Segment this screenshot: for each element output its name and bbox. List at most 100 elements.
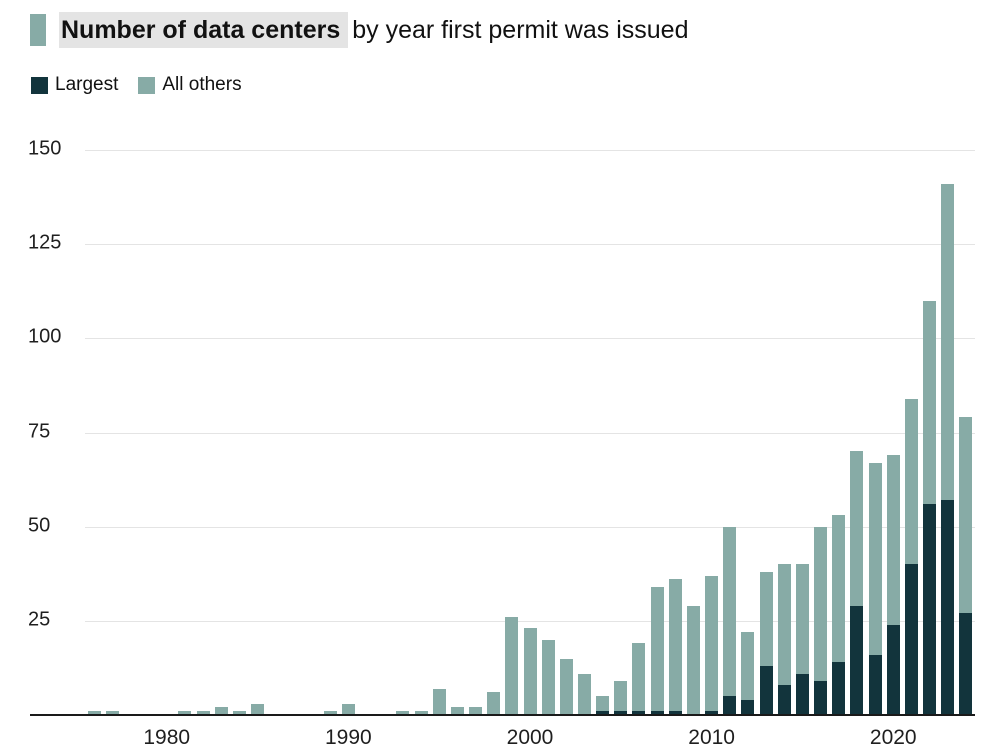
bar-2021 xyxy=(904,398,918,715)
bar-2010-largest-segment xyxy=(705,711,719,715)
bar-2019-all-others-segment xyxy=(868,462,882,655)
bar-1990-all-others-segment xyxy=(341,703,355,715)
y-tick-label-100: 100 xyxy=(28,325,62,348)
bar-1995-all-others-segment xyxy=(432,688,446,715)
bar-2005-all-others-segment xyxy=(614,681,628,712)
bar-2012-all-others-segment xyxy=(741,632,755,700)
bar-1981 xyxy=(178,711,192,715)
bar-2006-all-others-segment xyxy=(632,643,646,712)
legend-item-all-others: All others xyxy=(138,74,242,96)
bar-2024 xyxy=(959,417,973,715)
bar-2024-largest-segment xyxy=(959,613,973,715)
bar-1977 xyxy=(105,711,119,715)
bar-2013 xyxy=(759,571,773,715)
legend: Largest All others xyxy=(31,74,242,96)
bar-2016-largest-segment xyxy=(814,681,828,715)
title-swatch-icon xyxy=(30,14,46,46)
bar-2004-largest-segment xyxy=(596,711,610,715)
bar-2014-all-others-segment xyxy=(777,564,791,685)
y-tick-label-50: 50 xyxy=(28,514,51,537)
bar-1989 xyxy=(323,711,337,715)
bar-1999 xyxy=(505,617,519,715)
bar-2016-all-others-segment xyxy=(814,526,828,682)
x-tick-label-2010: 2010 xyxy=(688,726,735,749)
x-tick-label-1980: 1980 xyxy=(143,726,191,749)
bar-2017-all-others-segment xyxy=(832,515,846,663)
bar-1976-all-others-segment xyxy=(87,711,101,715)
gridline-125 xyxy=(85,244,975,246)
bar-2018-all-others-segment xyxy=(850,451,864,606)
bar-1995 xyxy=(432,688,446,715)
bar-2007-all-others-segment xyxy=(650,586,664,712)
x-tick-label-1990: 1990 xyxy=(325,726,372,749)
bar-1989-all-others-segment xyxy=(323,711,337,715)
bar-2000-all-others-segment xyxy=(523,628,537,715)
legend-label-all-others: All others xyxy=(162,74,242,95)
bar-2001-all-others-segment xyxy=(541,639,555,715)
bar-2012-largest-segment xyxy=(741,699,755,715)
x-axis-line xyxy=(30,714,975,716)
chart-header: Number of data centers by year first perm… xyxy=(30,11,689,48)
bar-2024-all-others-segment xyxy=(959,417,973,614)
bar-1990 xyxy=(341,703,355,715)
bar-2006-largest-segment xyxy=(632,711,646,715)
y-tick-label-75: 75 xyxy=(28,419,51,442)
bar-2019 xyxy=(868,462,882,715)
legend-swatch-largest-icon xyxy=(31,76,48,94)
plot-area xyxy=(85,150,975,715)
bar-1981-all-others-segment xyxy=(178,711,192,715)
bar-1993 xyxy=(396,711,410,715)
bar-2011 xyxy=(723,526,737,715)
bar-2014 xyxy=(777,564,791,715)
bar-2022-largest-segment xyxy=(923,504,937,715)
y-tick-label-125: 125 xyxy=(28,231,62,254)
bar-1983-all-others-segment xyxy=(214,707,228,715)
bar-1983 xyxy=(214,707,228,715)
bar-2003-all-others-segment xyxy=(577,673,591,715)
bar-2021-largest-segment xyxy=(904,564,918,715)
bar-2023 xyxy=(941,183,955,715)
bar-2014-largest-segment xyxy=(777,684,791,715)
bar-2011-largest-segment xyxy=(723,696,737,715)
bar-1994-all-others-segment xyxy=(414,711,428,715)
bar-1985 xyxy=(251,703,265,715)
bar-2013-largest-segment xyxy=(759,666,773,715)
bar-2007 xyxy=(650,586,664,715)
gridline-25 xyxy=(85,620,975,622)
bar-1996 xyxy=(450,707,464,715)
gridline-100 xyxy=(85,338,975,340)
bar-2015 xyxy=(795,564,809,715)
bar-2019-largest-segment xyxy=(868,654,882,715)
x-tick-label-2020: 2020 xyxy=(869,726,917,749)
bar-2011-all-others-segment xyxy=(723,526,737,697)
gridline-50 xyxy=(85,526,975,528)
bar-2020-all-others-segment xyxy=(886,455,900,625)
bar-2017-largest-segment xyxy=(832,662,846,715)
bar-2020 xyxy=(886,455,900,715)
bar-2002-all-others-segment xyxy=(559,658,573,715)
bar-1997-all-others-segment xyxy=(469,707,482,715)
y-tick-label-150: 150 xyxy=(28,137,62,160)
bar-1984-all-others-segment xyxy=(232,711,246,715)
gridline-150 xyxy=(85,150,975,151)
bar-2008 xyxy=(668,579,682,715)
legend-item-largest: Largest xyxy=(31,74,118,96)
bar-2021-all-others-segment xyxy=(904,398,918,565)
bar-2006 xyxy=(632,643,646,715)
bar-1994 xyxy=(414,711,428,715)
bar-2004-all-others-segment xyxy=(596,696,610,712)
bar-2015-all-others-segment xyxy=(795,564,809,674)
page-title-rest: by year first permit was issued xyxy=(352,15,689,44)
bar-2007-largest-segment xyxy=(650,711,664,715)
bar-2004 xyxy=(596,696,610,715)
bar-1977-all-others-segment xyxy=(105,711,119,715)
bar-2009 xyxy=(686,605,700,715)
bar-1999-all-others-segment xyxy=(505,617,519,715)
bar-1993-all-others-segment xyxy=(396,711,410,715)
bar-2003 xyxy=(577,673,591,715)
legend-swatch-all-others-icon xyxy=(138,76,156,94)
bar-1984 xyxy=(232,711,246,715)
bar-2018-largest-segment xyxy=(850,605,864,715)
